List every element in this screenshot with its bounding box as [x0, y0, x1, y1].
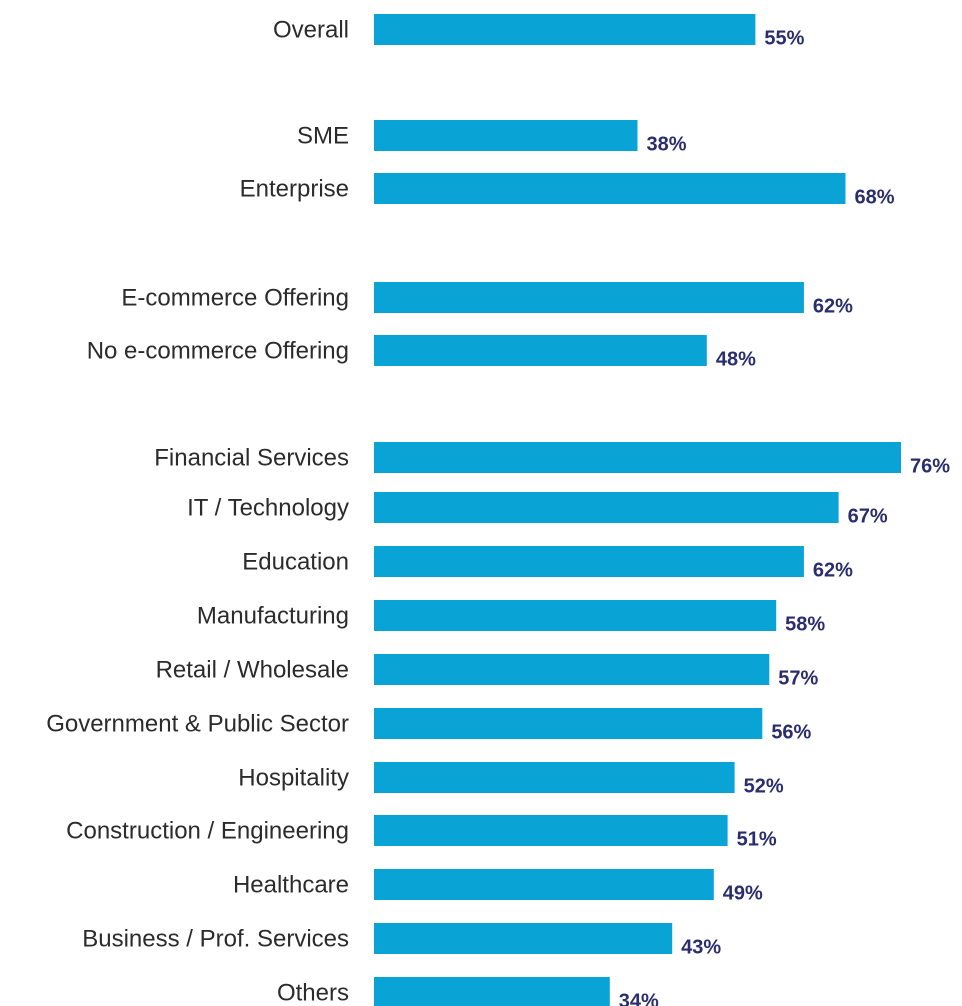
bar-hospitality [374, 762, 735, 793]
value-label-no-e-commerce-offering: 48% [716, 349, 756, 371]
bar-overall [374, 14, 756, 45]
bar-construction-engineering [374, 815, 728, 846]
value-label-construction-engineering: 51% [737, 829, 777, 851]
category-label-business-prof-services: Business / Prof. Services [82, 926, 349, 953]
value-label-enterprise: 68% [855, 187, 895, 209]
value-labels: 55% 38% 68% 62% 48% 76% 67% 62% 58% 57% 56% 52% 51% 4… [619, 28, 950, 1006]
bars [374, 14, 901, 1006]
category-label-enterprise: Enterprise [240, 176, 349, 203]
category-label-healthcare: Healthcare [233, 872, 349, 899]
category-label-construction-engineering: Construction / Engineering [66, 818, 349, 845]
category-label-sme: SME [297, 123, 349, 150]
value-label-manufacturing: 58% [785, 614, 825, 636]
value-label-education: 62% [813, 560, 853, 582]
bar-financial-services [374, 442, 901, 473]
bar-government-and-public-sector [374, 708, 763, 739]
value-label-financial-services: 76% [910, 456, 950, 478]
value-label-e-commerce-offering: 62% [813, 296, 853, 318]
bar-education [374, 546, 804, 577]
value-label-business-prof-services: 43% [681, 937, 721, 959]
bar-e-commerce-offering [374, 282, 804, 313]
bar-business-prof-services [374, 923, 673, 954]
bar-manufacturing [374, 600, 777, 631]
category-label-overall: Overall [273, 17, 349, 44]
category-labels: Overall SME Enterprise E-commerce Offering N… [46, 17, 349, 1006]
value-label-hospitality: 52% [744, 776, 784, 798]
category-label-e-commerce-offering: E-commerce Offering [121, 285, 349, 312]
bar-sme [374, 120, 638, 151]
category-label-government-and-public-sector: Government & Public Sector [46, 711, 349, 738]
category-label-it-technology: IT / Technology [187, 495, 349, 522]
bar-enterprise [374, 173, 846, 204]
category-label-education: Education [242, 549, 349, 576]
value-label-others: 34% [619, 991, 659, 1006]
category-label-financial-services: Financial Services [154, 445, 349, 472]
value-label-it-technology: 67% [848, 506, 888, 528]
value-label-government-and-public-sector: 56% [771, 722, 811, 744]
bar-retail-wholesale [374, 654, 770, 685]
bar-others [374, 977, 610, 1006]
bar-healthcare [374, 869, 714, 900]
category-label-no-e-commerce-offering: No e-commerce Offering [87, 338, 349, 365]
value-label-healthcare: 49% [723, 883, 763, 905]
category-label-others: Others [277, 980, 349, 1006]
value-label-sme: 38% [647, 134, 687, 156]
category-label-manufacturing: Manufacturing [197, 603, 349, 630]
category-label-hospitality: Hospitality [238, 765, 349, 792]
value-label-overall: 55% [764, 28, 804, 50]
bar-it-technology [374, 492, 839, 523]
category-label-retail-wholesale: Retail / Wholesale [156, 657, 349, 684]
bar-no-e-commerce-offering [374, 335, 707, 366]
value-label-retail-wholesale: 57% [778, 668, 818, 690]
